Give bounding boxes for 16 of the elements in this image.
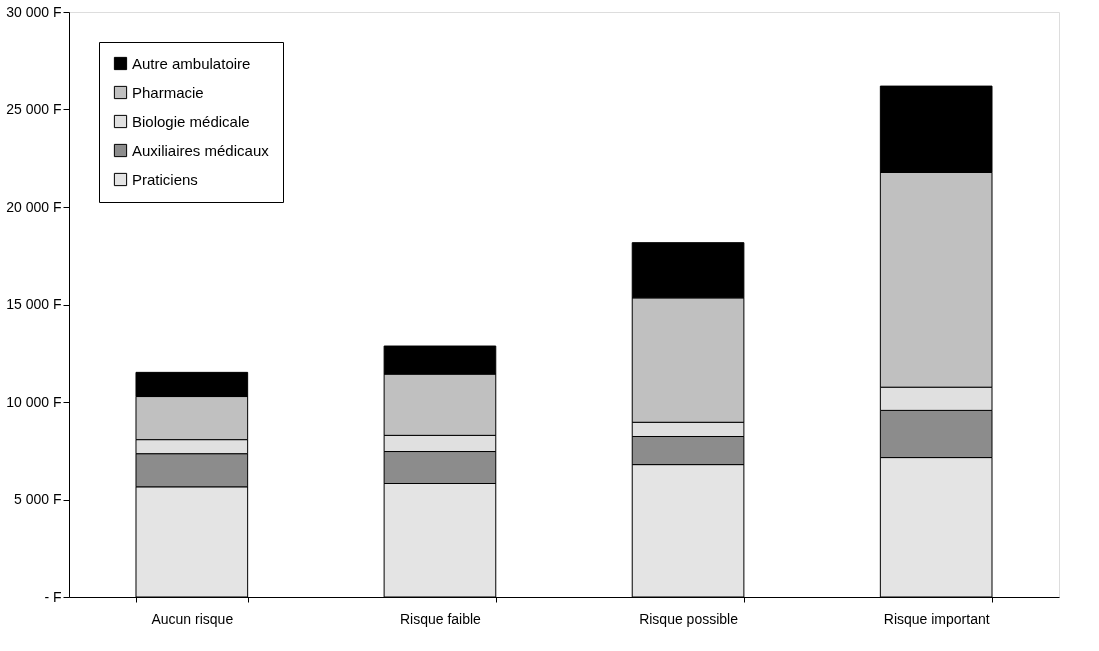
x-tick-label: Risque important xyxy=(883,610,990,627)
y-tick-label: 5 000 F xyxy=(14,491,62,507)
legend-label: Autre ambulatoire xyxy=(132,54,251,72)
legend-label: Auxiliaires médicaux xyxy=(132,141,270,159)
y-tick-label: 20 000 F xyxy=(6,198,62,215)
y-tick-label: 10 000 F xyxy=(6,393,62,410)
y-tick-label: - F xyxy=(44,588,62,605)
legend-label: Praticiens xyxy=(132,170,198,188)
x-tick-label: Aucun risque xyxy=(151,610,234,627)
x-tick-label: Risque faible xyxy=(399,610,482,627)
y-tick-label: 15 000 F xyxy=(6,296,62,312)
y-tick-label: 30 000 F xyxy=(6,3,62,20)
y-tick-label: 25 000 F xyxy=(6,101,62,117)
legend-label: Pharmacie xyxy=(132,83,204,101)
legend-label: Biologie médicale xyxy=(132,112,250,130)
x-tick-label: Risque possible xyxy=(639,610,739,627)
